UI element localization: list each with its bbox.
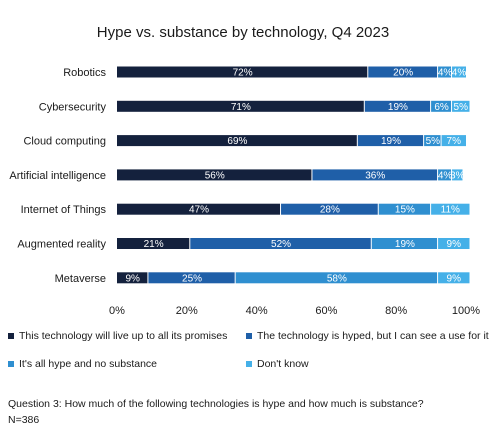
x-tick-label: 40% (246, 305, 268, 317)
data-label: 11% (441, 205, 460, 216)
data-label: 58% (327, 273, 347, 284)
bars-group: 72% 20% 4% 4%71% 19% 6% 5%69% 19% 5% 7%56% 36% 4%3%… (117, 66, 470, 284)
category-label: Artificial intelligence (9, 170, 106, 182)
data-label: 47% (189, 205, 209, 216)
data-label: 9% (447, 239, 462, 250)
x-tick-label: 80% (385, 305, 407, 317)
legend-item-dont-know: Don't know (246, 358, 309, 370)
legend-swatch (246, 361, 252, 367)
data-label: 5% (454, 102, 469, 113)
data-label: 4% (438, 68, 453, 79)
bar-segment (431, 203, 470, 215)
data-label: 5% (426, 136, 441, 147)
data-label: 72% (233, 68, 253, 79)
bar-segment (424, 135, 441, 147)
x-tick-label: 100% (452, 305, 480, 317)
chart-title: Hype vs. substance by technology, Q4 202… (97, 24, 389, 41)
category-label: Augmented reality (17, 239, 106, 251)
bar-segment (441, 135, 466, 147)
legend-swatch (8, 333, 14, 339)
data-label: 28% (320, 205, 340, 216)
x-tick-label: 60% (315, 305, 337, 317)
data-label: 6% (434, 102, 449, 113)
bar-segment (357, 135, 424, 147)
data-label: 9% (125, 273, 140, 284)
legend-item-live-up: This technology will live up to all its … (8, 330, 227, 342)
category-label: Internet of Things (21, 204, 107, 216)
bar-segment (148, 272, 235, 284)
x-tick-label: 20% (176, 305, 198, 317)
bar-segment (364, 100, 431, 112)
x-tick-label: 0% (109, 305, 125, 317)
data-label: 20% (393, 68, 413, 79)
legend-swatch (246, 333, 252, 339)
bar-segment (117, 66, 368, 78)
bar-segment (438, 272, 470, 284)
bar-segment (452, 100, 470, 112)
data-label: 36% (365, 170, 385, 181)
bar-segment (312, 169, 438, 181)
category-label: Metaverse (55, 273, 106, 285)
bar-segment (117, 100, 364, 112)
legend-item-all-hype: It's all hype and no substance (8, 358, 157, 370)
data-label: 19% (395, 239, 415, 250)
data-label: 19% (388, 102, 408, 113)
data-label: 4% (438, 170, 453, 181)
category-label: Robotics (63, 67, 106, 79)
bar-segment (117, 203, 281, 215)
legend-label: The technology is hyped, but I can see a… (257, 330, 489, 342)
legend-label: This technology will live up to all its … (19, 330, 228, 342)
bar-segment (452, 66, 466, 78)
bar-segment (117, 169, 312, 181)
data-label: 3% (450, 170, 465, 181)
data-label: 7% (447, 136, 462, 147)
data-label: 69% (227, 136, 247, 147)
data-label: 19% (381, 136, 401, 147)
bar-segment (371, 238, 438, 249)
bar-segment (190, 238, 371, 249)
x-axis-ticks: 0% 20% 40% 60% 80% 100% (109, 305, 480, 317)
data-label: 21% (144, 239, 164, 250)
survey-question: Question 3: How much of the following te… (8, 398, 424, 410)
category-labels: Robotics Cybersecurity Cloud computing Arti… (9, 67, 106, 285)
bar-segment (117, 135, 357, 147)
legend-label: Don't know (257, 358, 309, 370)
bar-segment (235, 272, 438, 284)
bar-segment (452, 169, 463, 181)
sample-size: N=386 (8, 414, 40, 426)
data-label: 15% (395, 205, 415, 216)
data-label: 56% (205, 170, 225, 181)
bar-segment (117, 238, 190, 249)
bar-segment (281, 203, 378, 215)
legend-swatch (8, 361, 14, 367)
data-label: 71% (231, 102, 251, 113)
bar-segment (431, 100, 452, 112)
data-label: 9% (447, 273, 462, 284)
bar-segment (117, 272, 148, 284)
data-label: 4% (452, 68, 467, 79)
category-label: Cybersecurity (39, 101, 107, 113)
bar-segment (438, 238, 470, 249)
chart: Hype vs. substance by technology, Q4 202… (9, 24, 480, 317)
bar-segment (368, 66, 438, 78)
bar-segment (378, 203, 431, 215)
data-label: 52% (271, 239, 291, 250)
legend-label: It's all hype and no substance (19, 358, 158, 370)
bar-segment (438, 66, 452, 78)
legend-item-hyped-use: The technology is hyped, but I can see a… (246, 330, 489, 342)
bar-segment (438, 169, 452, 181)
category-label: Cloud computing (23, 136, 106, 148)
data-label: 25% (182, 273, 202, 284)
